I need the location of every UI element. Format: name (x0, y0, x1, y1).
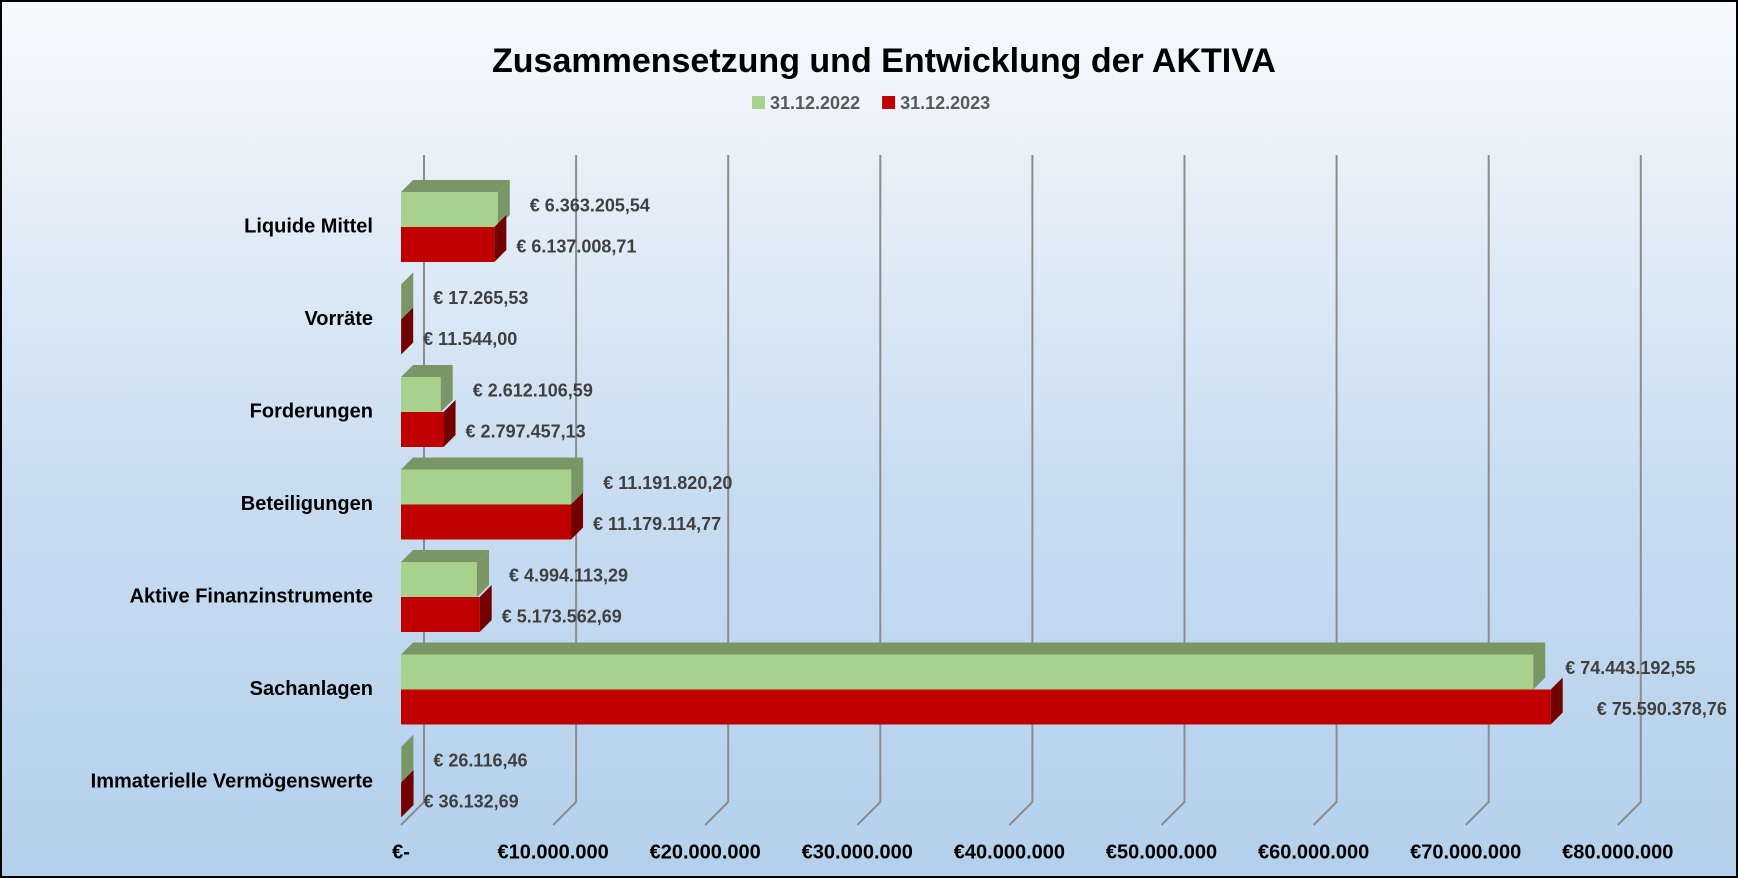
x-tick-label: €20.000.000 (650, 841, 761, 863)
bar (401, 412, 444, 447)
bar-side (571, 492, 584, 540)
bar-side (401, 735, 414, 782)
bar (401, 469, 572, 505)
bar-side (571, 457, 584, 505)
grid-line (552, 155, 578, 826)
bar-top (401, 272, 414, 285)
bar (401, 227, 495, 262)
data-label: € 6.137.008,71 (516, 236, 636, 256)
data-label: € 2.797.457,13 (466, 421, 586, 441)
data-label: € 75.590.378,76 (1597, 699, 1727, 719)
x-tick-label: €- (392, 841, 410, 863)
bar-side (440, 365, 453, 412)
bar-top (401, 642, 1546, 655)
x-tick-label: €30.000.000 (802, 841, 913, 863)
grid-line (1160, 155, 1186, 826)
grid-line (1464, 155, 1490, 826)
x-tick-label: €50.000.000 (1106, 841, 1217, 863)
x-tick-label: €70.000.000 (1410, 841, 1521, 863)
y-tick-label: Beteiligungen (241, 493, 373, 515)
grid-line (1617, 155, 1642, 826)
bar-side (1550, 677, 1563, 725)
legend-swatch (752, 96, 765, 109)
x-tick-label: €40.000.000 (954, 841, 1065, 863)
bar (401, 562, 477, 597)
x-tick-label: €10.000.000 (497, 841, 608, 863)
legend-label: 31.12.2023 (900, 93, 990, 113)
bar (401, 377, 441, 412)
bar-side (1533, 642, 1546, 690)
bar-side (476, 550, 489, 597)
bar-top (401, 457, 584, 470)
y-tick-label: Forderungen (250, 400, 373, 422)
y-tick-label: Vorräte (304, 308, 373, 330)
y-tick-label: Aktive Finanzinstrumente (130, 585, 373, 607)
y-tick-label: Immaterielle Vermögenswerte (91, 770, 373, 792)
data-label: € 11.191.820,20 (603, 473, 732, 493)
bar (401, 597, 480, 632)
data-label: € 2.612.106,59 (473, 380, 593, 400)
bar (401, 192, 498, 227)
bar-side (497, 180, 510, 227)
bar-top (401, 735, 414, 747)
data-label: € 36.132,69 (424, 791, 519, 811)
bar (401, 689, 1551, 725)
legend-swatch (882, 96, 896, 109)
data-label: € 6.363.205,54 (530, 195, 650, 215)
bar-side (401, 272, 414, 320)
bar-side (443, 400, 456, 447)
bar-top (401, 550, 489, 562)
y-tick-label: Liquide Mittel (244, 215, 373, 237)
bar (401, 654, 1534, 690)
bar-side (494, 215, 507, 262)
bar-side (401, 770, 414, 817)
bar-top (401, 365, 453, 377)
bar (401, 782, 402, 817)
data-label: € 5.173.562,69 (502, 606, 622, 626)
data-label: € 26.116,46 (433, 750, 527, 770)
grid-line (856, 155, 882, 826)
x-tick-label: €60.000.000 (1258, 841, 1369, 863)
x-tick-label: €80.000.000 (1562, 841, 1673, 863)
data-label: € 11.179.114,77 (593, 514, 721, 534)
grid-line (1008, 155, 1034, 826)
data-label: € 11.544,00 (423, 329, 517, 349)
bar-side (479, 585, 492, 632)
bar-side (401, 307, 414, 355)
legend-label: 31.12.2022 (770, 93, 860, 113)
data-label: € 74.443.192,55 (1565, 658, 1695, 678)
grid-line (704, 155, 730, 826)
bar (401, 504, 572, 540)
bar-top (401, 180, 510, 192)
chart-title: Zusammensetzung und Entwicklung der AKTI… (492, 42, 1276, 80)
grid-line (1312, 155, 1338, 826)
data-label: € 17.265,53 (433, 288, 528, 308)
y-tick-label: Sachanlagen (250, 678, 373, 700)
data-label: € 4.994.113,29 (509, 565, 628, 585)
